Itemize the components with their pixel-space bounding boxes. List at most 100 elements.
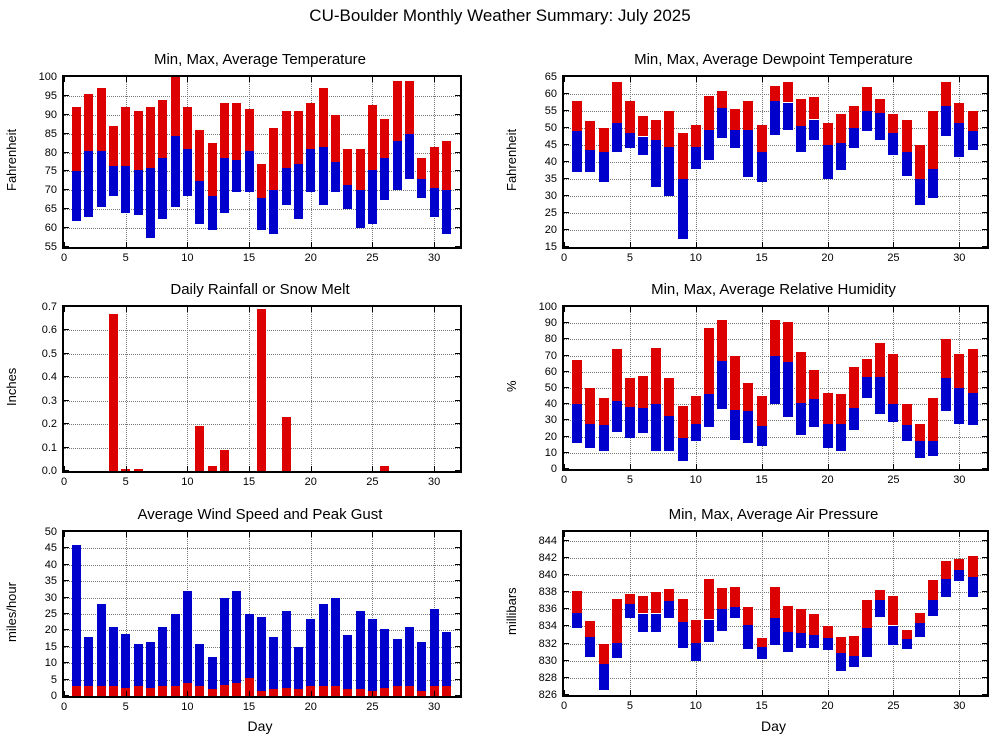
bar-day-14-peak-gust: [232, 591, 242, 683]
y-tick-mark: [982, 419, 987, 421]
bar-day-15-peak-gust: [244, 614, 254, 678]
x-tick-label: 30: [427, 701, 441, 713]
y-tick-mark: [64, 227, 69, 229]
bar-day-18-avg-to-max: [796, 352, 807, 403]
y-tick-label: 65: [544, 71, 557, 83]
bar-day-24-min-to-avg: [875, 376, 886, 414]
y-tick-mark: [982, 591, 987, 593]
bar-day-8-peak-gust: [158, 627, 168, 687]
bar-day-26-peak-gust: [380, 628, 390, 688]
x-tick-mark: [434, 242, 436, 247]
bar-day-6-avg-to-max: [638, 116, 649, 137]
bar-day-12-avg-to-max: [717, 319, 728, 362]
bar-day-16-avg-to-max: [769, 586, 780, 618]
y-tick-label: 90: [44, 108, 57, 121]
x-tick-mark: [125, 691, 127, 696]
y-tick-mark: [455, 329, 460, 331]
y-tick-label: 0.3: [41, 394, 57, 407]
x-tick-label: 15: [755, 474, 768, 486]
x-tick-mark: [187, 691, 189, 696]
chart-temperature: Min, Max, Average Temperature Fahrenheit…: [0, 45, 500, 275]
x-tick-label: 15: [242, 476, 256, 488]
x-tick-mark: [629, 690, 631, 695]
x-tick-mark: [310, 466, 312, 471]
y-tick-mark: [64, 580, 69, 582]
y-tick-mark: [982, 676, 987, 678]
bar-day-13-avg-to-max: [730, 109, 741, 130]
gridline-horizontal: [564, 436, 987, 438]
bar-day-6-avg-to-max: [638, 375, 649, 409]
bar-day-28-min-to-avg: [927, 440, 938, 457]
gridline-horizontal: [564, 162, 987, 163]
y-tick-mark: [982, 161, 987, 162]
bar-day-17-avg-to-max: [783, 321, 794, 363]
gridline-vertical: [310, 307, 312, 471]
bar-day-22-min-to-avg: [330, 162, 340, 193]
bar-day-23-avg-to-max: [862, 358, 873, 378]
x-tick-mark: [64, 532, 65, 537]
y-tick-mark: [455, 580, 460, 582]
y-tick-mark: [982, 403, 987, 405]
y-tick-label: 30: [44, 591, 57, 604]
x-tick-label: 10: [181, 252, 194, 264]
y-tick-mark: [455, 189, 460, 191]
bar-day-12-rainfall: [207, 466, 217, 471]
bar-day-10-min-to-avg: [690, 642, 701, 661]
bar-day-26-avg-to-max: [380, 118, 390, 159]
chart-title: Daily Rainfall or Snow Melt: [170, 281, 350, 298]
x-tick-mark: [434, 466, 436, 471]
x-tick-mark: [629, 464, 631, 469]
x-tick-mark: [310, 77, 312, 82]
bar-day-6-rainfall: [133, 468, 143, 471]
y-tick-mark: [455, 208, 460, 210]
y-tick-mark: [982, 144, 987, 145]
y-tick-mark: [455, 629, 460, 631]
bar-day-30-min-to-avg: [954, 388, 965, 424]
bar-day-4-avg-to-max: [611, 598, 622, 643]
gridline-vertical: [125, 532, 127, 696]
bar-day-18-min-to-avg: [796, 126, 807, 152]
bar-day-13-min-to-avg: [730, 129, 741, 149]
bar-day-11-avg-to-max: [195, 129, 205, 181]
bar-day-6-min-to-avg: [638, 613, 649, 632]
bar-day-8-min-to-avg: [158, 158, 168, 219]
bar-day-27-min-to-avg: [914, 179, 925, 205]
bar-day-30-min-to-avg: [954, 569, 965, 581]
x-tick-mark: [64, 307, 65, 312]
y-tick-label: 0.1: [41, 441, 57, 454]
bar-day-17-min-to-avg: [783, 102, 794, 130]
bar-day-29-avg-speed: [417, 691, 427, 696]
bar-day-24-peak-gust: [355, 610, 365, 690]
bar-day-1-avg-to-max: [71, 107, 81, 172]
bar-day-21-min-to-avg: [835, 652, 846, 671]
chart-title: Average Wind Speed and Peak Gust: [137, 506, 383, 523]
y-tick-label: 55: [44, 241, 57, 253]
x-tick-label: 15: [755, 252, 768, 264]
chart-dewpoint: Min, Max, Average Dewpoint Temperature F…: [500, 45, 1000, 275]
x-tick-label: 25: [366, 252, 379, 264]
bar-day-15-min-to-avg: [756, 426, 767, 447]
y-tick-mark: [564, 573, 569, 575]
bar-day-31-avg-speed: [441, 686, 451, 696]
y-tick-label: 35: [44, 575, 57, 588]
bar-day-17-avg-speed: [269, 689, 279, 696]
x-tick-mark: [695, 690, 697, 695]
bar-day-5-min-to-avg: [624, 406, 635, 439]
y-tick-mark: [455, 423, 460, 425]
bar-day-29-avg-to-max: [941, 561, 952, 580]
y-tick-mark: [564, 659, 569, 661]
y-tick-mark: [64, 645, 69, 647]
x-tick-mark: [125, 242, 127, 247]
x-tick-mark: [125, 77, 127, 82]
gridline-vertical: [249, 307, 251, 471]
x-tick-mark: [187, 77, 189, 82]
bar-day-6-avg-to-max: [638, 596, 649, 614]
x-tick-label: 30: [953, 252, 966, 264]
bar-day-19-min-to-avg: [809, 119, 820, 140]
bar-day-27-avg-to-max: [914, 612, 925, 623]
y-tick-label: 50: [44, 526, 57, 538]
bar-day-16-rainfall: [256, 309, 266, 471]
x-tick-label: 5: [626, 700, 633, 712]
y-tick-label: 60: [44, 222, 57, 235]
y-tick-mark: [564, 591, 569, 593]
